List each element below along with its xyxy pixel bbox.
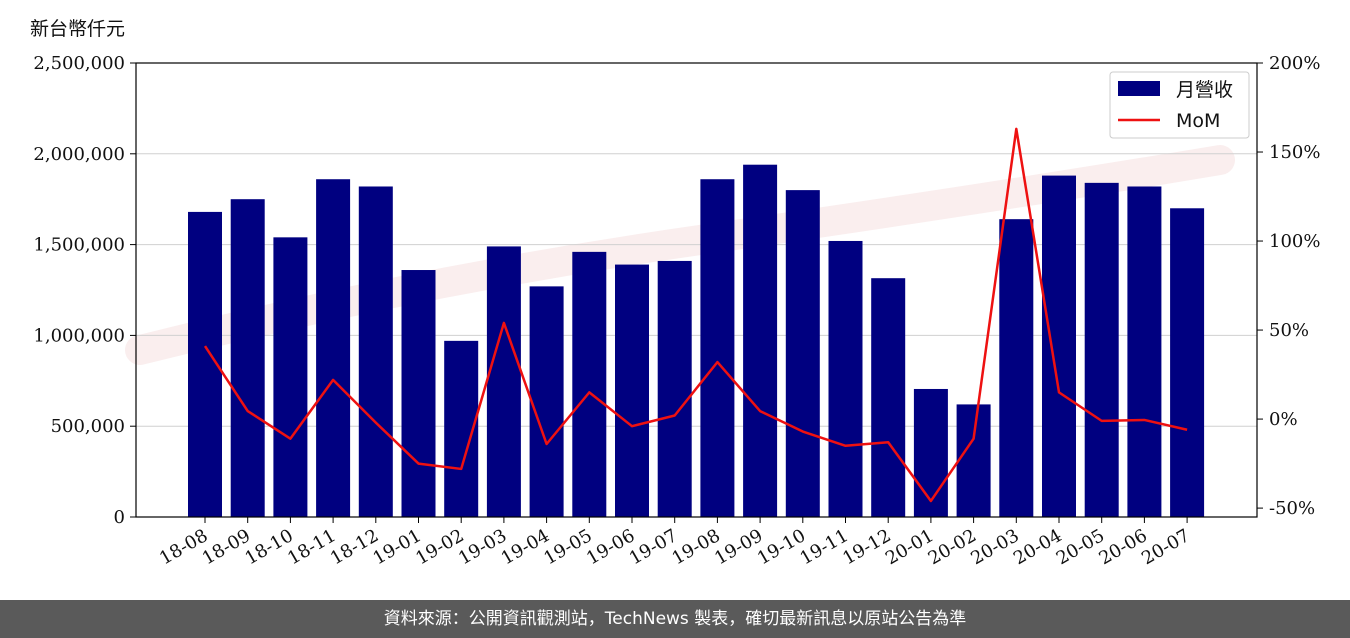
right-axis-ticks: -50% 0% 50% 100% 150% 200% [1257, 53, 1320, 519]
legend-label-line: MoM [1176, 110, 1220, 132]
left-tick-label-1: 500,000 [51, 416, 125, 437]
bar-19-05 [572, 251, 607, 517]
x-tick-label-19-11: 19-11 [797, 525, 852, 569]
x-tick-label-19-01: 19-01 [370, 525, 425, 569]
bar-18-10 [273, 237, 308, 517]
bar-19-12 [871, 278, 906, 517]
axes [135, 62, 1258, 518]
bar-19-06 [615, 264, 649, 517]
x-tick-label-19-04: 19-04 [498, 525, 553, 569]
right-tick-label-1: 0% [1269, 409, 1298, 430]
right-tick-label-5: 200% [1269, 53, 1320, 74]
x-tick-label-19-05: 19-05 [540, 525, 595, 569]
x-tick-label-20-03: 20-03 [967, 525, 1022, 569]
x-tick-label-19-03: 19-03 [455, 525, 510, 569]
bar-20-02 [956, 404, 991, 517]
x-tick-label-19-02: 19-02 [412, 525, 467, 569]
bar-19-03 [486, 246, 521, 517]
x-tick-label-20-05: 20-05 [1053, 525, 1108, 569]
mom-line [203, 127, 1188, 503]
x-tick-label-18-10: 18-10 [241, 525, 296, 569]
bar-20-07 [1170, 208, 1205, 517]
bar-19-01 [401, 270, 436, 517]
x-axis-ticks: 18-0818-0918-1018-1118-1219-0119-0219-03… [156, 517, 1194, 569]
bar-18-12 [358, 186, 393, 517]
left-tick-label-0: 0 [114, 507, 125, 528]
bar-18-11 [316, 179, 351, 517]
x-tick-label-20-02: 20-02 [925, 525, 980, 569]
bar-19-04 [529, 286, 564, 517]
x-tick-label-19-10: 19-10 [754, 525, 809, 569]
bar-19-08 [700, 179, 735, 517]
legend-label-bar: 月營收 [1176, 79, 1233, 101]
right-tick-label-3: 100% [1269, 231, 1320, 252]
right-tick-label-2: 50% [1269, 320, 1309, 341]
bar-20-05 [1084, 182, 1119, 517]
x-tick-label-20-04: 20-04 [1010, 525, 1065, 569]
x-tick-label-19-08: 19-08 [668, 525, 723, 569]
x-tick-label-19-07: 19-07 [626, 525, 681, 569]
x-tick-label-18-12: 18-12 [327, 525, 382, 569]
x-tick-label-19-06: 19-06 [583, 525, 638, 569]
source-footer: 資料來源：公開資訊觀測站，TechNews 製表，確切最新訊息以原站公告為準 [0, 600, 1350, 638]
x-tick-label-18-08: 18-08 [156, 525, 211, 569]
x-tick-label-18-09: 18-09 [199, 525, 254, 569]
right-tick-label-0: -50% [1269, 498, 1315, 519]
bar-18-09 [230, 199, 265, 517]
left-tick-label-4: 2,000,000 [33, 144, 125, 165]
bar-20-03 [999, 219, 1034, 517]
y-axis-unit-label: 新台幣仟元 [30, 18, 126, 40]
bar-19-10 [785, 190, 820, 517]
plot-frame [135, 62, 1258, 518]
left-tick-label-2: 1,000,000 [33, 325, 125, 346]
left-tick-label-3: 1,500,000 [33, 235, 125, 256]
left-axis-ticks: 0 500,000 1,000,000 1,500,000 2,000,000 2,500… [33, 53, 136, 528]
x-tick-label-18-11: 18-11 [284, 525, 339, 569]
mom-line-series [203, 127, 1188, 503]
left-tick-label-5: 2,500,000 [33, 53, 125, 74]
bar-19-07 [657, 260, 692, 517]
x-tick-label-20-01: 20-01 [882, 525, 937, 569]
x-tick-label-20-07: 20-07 [1138, 525, 1193, 569]
x-tick-label-19-09: 19-09 [711, 525, 766, 569]
bar-20-06 [1127, 186, 1162, 517]
legend-swatch-bar [1118, 81, 1160, 96]
revenue-chart: 0 500,000 1,000,000 1,500,000 2,000,000 2,500… [33, 53, 1320, 569]
right-tick-label-4: 150% [1269, 142, 1320, 163]
legend: 月營收 MoM [1109, 71, 1250, 139]
bar-20-04 [1042, 175, 1076, 518]
bar-20-01 [913, 388, 948, 517]
bar-19-11 [828, 240, 863, 517]
x-tick-label-20-06: 20-06 [1095, 525, 1150, 569]
x-tick-label-19-12: 19-12 [839, 525, 894, 569]
bar-19-09 [743, 164, 778, 518]
